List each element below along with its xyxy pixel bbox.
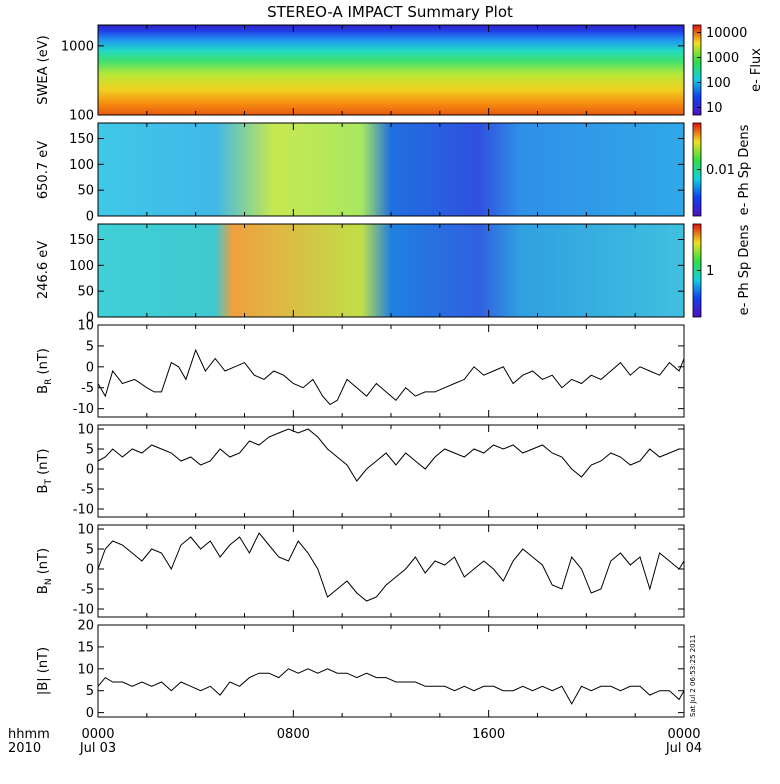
time-tick-date-3: Jul 04 bbox=[665, 741, 702, 756]
pad-650-cbar-tick-label-0: 0.01 bbox=[706, 163, 735, 178]
panel-pad-246 bbox=[97, 223, 702, 318]
pad-650-heatmap bbox=[98, 123, 684, 216]
swea-heatmap bbox=[98, 25, 684, 115]
bt-ylabel-unit: (nT) bbox=[36, 449, 51, 479]
br-frame bbox=[97, 324, 685, 418]
bmag-ylabel: |B| (nT) bbox=[36, 647, 51, 695]
time-tick-date-0: Jul 03 bbox=[79, 741, 116, 756]
br-series-line-0 bbox=[97, 348, 685, 406]
pad-246-ytick-label-3: 150 bbox=[69, 233, 94, 248]
pad-246-ylabel: 246.6 eV bbox=[36, 241, 51, 299]
bt-ylabel-sub: T bbox=[44, 479, 54, 486]
pad-246-heatmap bbox=[98, 224, 684, 317]
pad-650-ytick-label-2: 100 bbox=[69, 158, 94, 173]
pad-650-ytick-label-0: 0 bbox=[86, 210, 94, 225]
panel-br bbox=[97, 324, 685, 418]
bn-ytick-label-2: 0 bbox=[86, 563, 94, 578]
bmag-ytick-label-0: 20 bbox=[77, 619, 94, 634]
bn-ylabel: BN (nT) bbox=[36, 548, 54, 594]
swea-colorbar-label: e- Flux bbox=[749, 48, 764, 92]
timestamp: Sat Jul 2 06:53:25 2011 bbox=[689, 634, 697, 717]
swea-cbar-tick-label-3: 10 bbox=[706, 101, 723, 116]
bt-ytick-label-4: -10 bbox=[73, 503, 94, 518]
bmag-ytick-label-4: 0 bbox=[86, 706, 94, 721]
pad-246-ytick-label-0: 0 bbox=[86, 311, 94, 326]
br-ytick-label-2: 0 bbox=[86, 360, 94, 375]
panel-bn bbox=[97, 524, 685, 618]
br-ylabel: BR (nT) bbox=[36, 348, 54, 394]
swea-ytick-label-0: 1000 bbox=[61, 39, 94, 54]
panel-bt bbox=[97, 424, 685, 518]
pad-650-colorbar-label: e- Ph Sp Dens bbox=[737, 124, 752, 215]
bt-ylabel: BT (nT) bbox=[36, 449, 54, 494]
br-ylabel-unit: (nT) bbox=[36, 348, 51, 378]
plot-title: STEREO-A IMPACT Summary Plot bbox=[267, 3, 513, 21]
bn-ytick-label-4: -10 bbox=[73, 603, 94, 618]
panel-bmag bbox=[97, 624, 685, 718]
bt-ytick-label-0: 10 bbox=[77, 423, 94, 438]
br-ylabel-sub: R bbox=[44, 379, 54, 385]
bn-ylabel-unit: (nT) bbox=[36, 548, 51, 578]
swea-colorbar-frame bbox=[692, 24, 702, 116]
time-tick-label-3: 0000 bbox=[667, 727, 700, 742]
swea-cbar-tick-label-2: 100 bbox=[706, 76, 731, 91]
swea-ytick-label-1: 100 bbox=[69, 109, 94, 124]
time-tick-label-0: 0000 bbox=[81, 727, 114, 742]
panel-swea bbox=[97, 24, 702, 116]
pad-246-ytick-label-2: 100 bbox=[69, 259, 94, 274]
bmag-ytick-label-3: 5 bbox=[86, 684, 94, 699]
bn-ylabel-sub: N bbox=[44, 578, 54, 585]
time-tick-label-1: 0800 bbox=[277, 727, 310, 742]
bmag-series-line-0 bbox=[97, 668, 685, 705]
pad-650-ylabel: 650.7 eV bbox=[36, 141, 51, 199]
panel-pad-650 bbox=[97, 122, 702, 217]
bn-ytick-label-3: -5 bbox=[81, 583, 94, 598]
swea-cbar-tick-label-1: 1000 bbox=[706, 51, 739, 66]
bt-series-line-0 bbox=[97, 428, 684, 482]
br-ytick-label-0: 10 bbox=[77, 319, 94, 334]
time-tick-label-2: 1600 bbox=[472, 727, 505, 742]
swea-ylabel: SWEA (eV) bbox=[36, 35, 51, 104]
bn-ytick-label-1: 5 bbox=[86, 543, 94, 558]
pad-246-ytick-label-1: 50 bbox=[77, 285, 94, 300]
bt-frame bbox=[97, 424, 685, 518]
pad-246-colorbar-label: e- Ph Sp Dens bbox=[737, 224, 752, 315]
bt-ytick-label-1: 5 bbox=[86, 443, 94, 458]
br-ytick-label-4: -10 bbox=[73, 402, 94, 417]
br-ytick-label-1: 5 bbox=[86, 339, 94, 354]
bn-frame bbox=[97, 524, 685, 618]
bt-ytick-label-2: 0 bbox=[86, 463, 94, 478]
time-axis-corner-top: hhmm bbox=[8, 727, 50, 742]
swea-cbar-tick-label-0: 10000 bbox=[706, 26, 747, 41]
pad-650-ytick-label-3: 150 bbox=[69, 132, 94, 147]
pad-650-ytick-label-1: 50 bbox=[77, 184, 94, 199]
bmag-frame bbox=[97, 624, 685, 718]
bmag-ytick-label-1: 15 bbox=[77, 640, 94, 655]
bt-ytick-label-3: -5 bbox=[81, 483, 94, 498]
br-ytick-label-3: -5 bbox=[81, 381, 94, 396]
bn-ytick-label-0: 10 bbox=[77, 523, 94, 538]
pad-246-cbar-tick-label-0: 1 bbox=[706, 264, 714, 279]
bmag-ytick-label-2: 10 bbox=[77, 662, 94, 677]
bn-series-line-0 bbox=[97, 532, 685, 602]
time-axis-corner-bottom: 2010 bbox=[8, 741, 41, 756]
swea-colorbar bbox=[693, 25, 701, 115]
